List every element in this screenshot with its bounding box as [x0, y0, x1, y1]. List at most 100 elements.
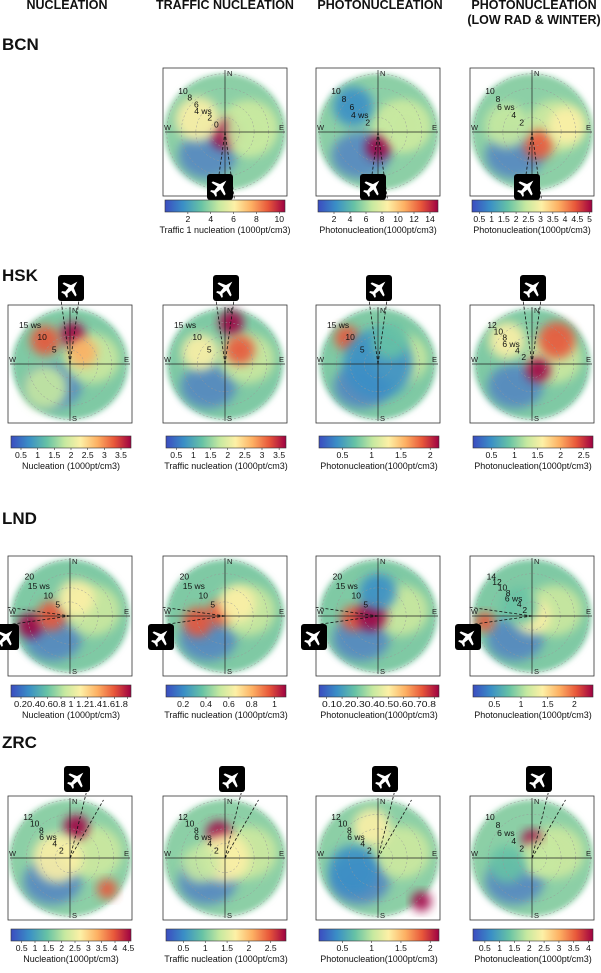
- heat-spot: [525, 357, 551, 383]
- airplane-icon: [0, 624, 19, 650]
- compass-n-label: N: [534, 797, 539, 806]
- colorbar-tick-label: 10: [275, 214, 285, 224]
- ring-label: 10: [494, 326, 504, 336]
- colorbar-tick-label: 1: [35, 450, 40, 460]
- colorbar-tick-label: 0.5: [336, 943, 348, 953]
- colorbar: [10, 435, 132, 449]
- colorbar-tick-label: 1: [497, 943, 502, 953]
- colorbar-label: Photonucleation(1000pt/cm3): [320, 954, 438, 964]
- colorbar: [318, 435, 440, 449]
- heat-spot: [488, 845, 526, 883]
- ring-label: 2: [59, 845, 64, 855]
- ring-label: 6 ws: [505, 594, 522, 604]
- compass-w-label: W: [317, 355, 325, 364]
- airplane-icon: [366, 275, 392, 301]
- heat-mid: [372, 825, 431, 879]
- colorbar-tick-label: 2: [527, 943, 532, 953]
- airplane-icon-glyph: [304, 630, 321, 647]
- compass-e-label: E: [124, 607, 129, 616]
- ring-label: 8: [342, 94, 347, 104]
- compass-w-label: W: [164, 123, 172, 132]
- colorbar-tick-label: 2.5: [578, 450, 590, 460]
- heat-spot: [218, 585, 256, 623]
- ring-label: 8: [496, 820, 501, 830]
- colorbar-tick-label: 2: [225, 450, 230, 460]
- compass-e-label: E: [279, 355, 284, 364]
- colorbar-tick-label: 0.5: [177, 943, 189, 953]
- column-header-nucleation: NUCLEATION: [26, 0, 107, 12]
- ring-label: 0: [214, 119, 219, 129]
- column-headers: NUCLEATION TRAFFIC NUCLEATION PHOTONUCLE…: [26, 0, 600, 27]
- compass-e-label: E: [586, 607, 591, 616]
- colorbar: [472, 435, 594, 449]
- colorbar-tick-label: 4: [208, 214, 213, 224]
- colorbar-tick-label: 1: [369, 450, 374, 460]
- airplane-icon: [526, 766, 552, 792]
- colorbar: [164, 199, 286, 213]
- heat-spot: [371, 321, 409, 359]
- colorbar-tick-label: 2.5: [69, 943, 81, 953]
- ring-label: 10: [44, 590, 54, 600]
- row-label-lnd: LND: [2, 509, 37, 528]
- ring-label: 6: [350, 102, 355, 112]
- colorbar-tick-label: 2.5: [265, 943, 277, 953]
- compass-n-label: N: [534, 306, 539, 315]
- colorbar-label: Photonucleation(1000pt/cm3): [320, 461, 438, 471]
- colorbar-tick-label: 0.5: [473, 214, 485, 224]
- compass-e-label: E: [279, 849, 284, 858]
- airplane-icon-glyph: [517, 180, 534, 197]
- compass-w-label: W: [164, 849, 172, 858]
- compass-w-label: W: [9, 849, 17, 858]
- airplane-icon: [514, 174, 540, 200]
- row-labels: BCN HSK LND ZRC: [2, 35, 39, 752]
- colorbar-tick-label: 1: [369, 943, 374, 953]
- heat-spot: [182, 607, 213, 637]
- heat-spot: [488, 321, 526, 359]
- compass-s-label: S: [534, 911, 539, 920]
- colorbar-tick-label: 2.5: [239, 450, 251, 460]
- colorbar-tick-label: 0.5: [15, 450, 27, 460]
- ring-label: 6 ws: [347, 832, 364, 842]
- heat-spot: [97, 879, 118, 899]
- airport-wedge-line: [531, 792, 549, 859]
- ring-label: 10: [37, 332, 47, 342]
- heat-spot: [22, 365, 68, 410]
- colorbar-tick-label: 0.5: [479, 943, 491, 953]
- colorbar-tick-label: 4.5: [571, 214, 583, 224]
- compass-s-label: S: [227, 414, 232, 423]
- ring-label: 6: [194, 99, 199, 109]
- colorbar-tick-label: 1: [512, 450, 517, 460]
- heat-surface: [316, 799, 440, 917]
- ring-label: 5: [55, 600, 60, 610]
- compass-w-label: W: [164, 607, 172, 616]
- colorbar-tick-label: 4: [586, 943, 591, 953]
- colorbar-tick-label: 0.4: [200, 699, 212, 709]
- ring-label: 2: [521, 352, 526, 362]
- column-header-photonucleation-low-rad: PHOTONUCLEATION: [471, 0, 596, 12]
- compass-e-label: E: [432, 355, 437, 364]
- colorbar-tick-label: 3.5: [547, 214, 559, 224]
- colorbar-tick-label: 1.5: [498, 214, 510, 224]
- ring-label: 10: [498, 583, 508, 593]
- compass-n-label: N: [380, 306, 385, 315]
- ring-label: 12: [492, 577, 502, 587]
- colorbar-tick-label: 3: [538, 214, 543, 224]
- heat-spot: [353, 808, 391, 846]
- compass-n-label: N: [227, 557, 232, 566]
- column-header-photonucleation-low-rad-sub: (LOW RAD & WINTER): [467, 13, 600, 27]
- compass-e-label: E: [586, 355, 591, 364]
- colorbar-tick-label: 2: [572, 699, 577, 709]
- colorbar-tick-label: 4.5: [122, 943, 134, 953]
- compass-w-label: W: [471, 849, 479, 858]
- colorbar-tick-label: 1: [191, 450, 196, 460]
- colorbar: [318, 684, 440, 698]
- airport-wedge-line: [160, 615, 226, 626]
- airport-wedge-line: [377, 792, 395, 859]
- colorbar-tick-label: 3.5: [273, 450, 285, 460]
- column-header-photonucleation: PHOTONUCLEATION: [317, 0, 442, 12]
- ring-label: 2: [214, 845, 219, 855]
- ring-label: 15 ws: [183, 581, 205, 591]
